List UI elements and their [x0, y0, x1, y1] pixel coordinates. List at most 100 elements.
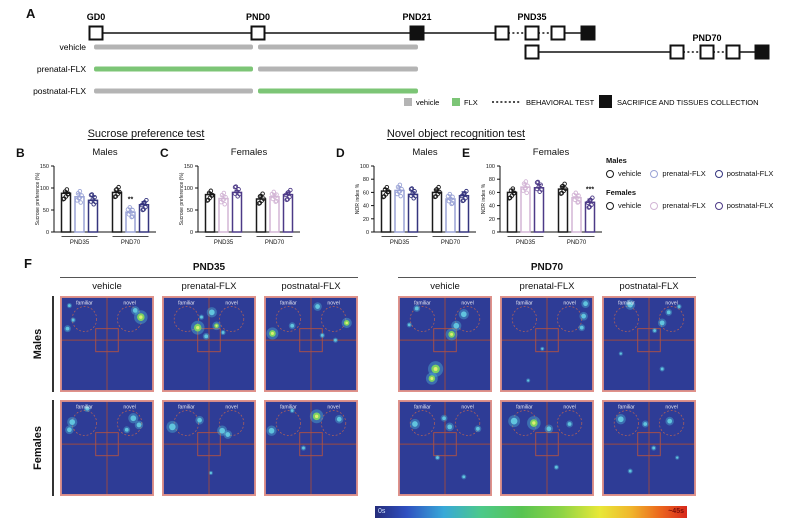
timepoint-square-gd0 [88, 25, 104, 41]
behavior-square [725, 44, 741, 60]
panel-e-title: Females [532, 147, 570, 158]
heatmap-cell: familiar novel [398, 400, 492, 496]
heatmap-cell: familiar novel [602, 296, 696, 392]
circle-marker-icon [606, 169, 614, 178]
panel-c-letter: C [160, 146, 169, 160]
group-line [398, 277, 696, 278]
time-colorbar: 0s ~45s [375, 506, 687, 518]
col-label-vehicle: vehicle [92, 281, 122, 292]
svg-text:60: 60 [363, 190, 369, 196]
svg-text:familiar: familiar [280, 301, 297, 307]
svg-text:150: 150 [184, 164, 193, 170]
heatmap-cell: familiar novel [162, 296, 256, 392]
row-label-prenatal-flx: prenatal-FLX [37, 64, 86, 74]
legend-item-vehicle: vehicle [606, 169, 641, 178]
svg-text:novel: novel [665, 405, 677, 411]
legend-item-postnatal-flx: postnatal-FLX [714, 169, 774, 178]
legend-item-prenatal-flx: prenatal-FLX [650, 201, 706, 210]
panel-e-letter: E [462, 146, 471, 160]
svg-text:familiar: familiar [76, 301, 93, 307]
svg-text:Sucrose preference (%): Sucrose preference (%) [35, 172, 41, 225]
svg-text:familiar: familiar [618, 405, 635, 411]
svg-text:familiar: familiar [414, 405, 431, 411]
panel-b-bar-chart: 0 50 100 150 Sucrose preference (%) PND35 ** PN… [35, 164, 156, 246]
svg-text:50: 50 [187, 208, 193, 214]
svg-text:60: 60 [489, 190, 495, 196]
svg-text:80: 80 [489, 177, 495, 183]
legend-item-label: prenatal-FLX [662, 201, 706, 210]
row-label-females: Females [32, 425, 44, 471]
svg-text:novel: novel [225, 405, 237, 411]
svg-text:familiar: familiar [280, 405, 297, 411]
svg-text:0: 0 [190, 230, 193, 236]
panel-e: E Females 0 20 40 60 80 100 NOR index % PND35 **… [460, 146, 612, 262]
svg-text:40: 40 [489, 204, 495, 210]
panel-c-title: Females [230, 147, 268, 158]
legend-vehicle-swatch [404, 98, 412, 106]
svg-text:familiar: familiar [178, 301, 195, 307]
panel-b-title: Males [92, 147, 118, 158]
heatmap-cell: familiar novel [162, 400, 256, 496]
heatmap-cell: familiar novel [264, 296, 358, 392]
behavior-square [524, 44, 540, 60]
legend-males-row: vehicle prenatal-FLX postnatal-FLX [606, 169, 798, 178]
panel-d-letter: D [336, 146, 345, 160]
svg-text:0: 0 [46, 230, 49, 236]
svg-text:**: ** [128, 196, 134, 203]
svg-text:100: 100 [40, 186, 49, 192]
svg-text:Sucrose preference (%): Sucrose preference (%) [179, 172, 185, 225]
row-bracket [52, 400, 54, 496]
svg-text:novel: novel [123, 301, 135, 307]
col-label-prenatal-flx: prenatal-FLX [181, 281, 237, 292]
heatmap-cell: familiar novel [500, 296, 594, 392]
row-label-postnatal-flx: postnatal-FLX [33, 86, 86, 96]
sucrose-section-title: Sucrose preference test [87, 128, 205, 140]
legend-females-title: Females [606, 188, 637, 197]
colorbar-min-label: 0s [378, 508, 386, 515]
svg-text:40: 40 [363, 204, 369, 210]
col-label-vehicle: vehicle [430, 281, 460, 292]
svg-text:100: 100 [486, 164, 495, 170]
legend-flx-swatch [452, 98, 460, 106]
svg-text:PND35: PND35 [70, 240, 90, 246]
behavior-square [550, 25, 566, 41]
svg-text:novel: novel [461, 301, 473, 307]
heatmap-cell: familiar novel [602, 400, 696, 496]
group-legend: Males vehicle prenatal-FLX postnatal-FLX… [606, 156, 798, 220]
svg-text:novel: novel [563, 405, 575, 411]
svg-text:novel: novel [563, 301, 575, 307]
svg-text:20: 20 [363, 217, 369, 223]
behavior-square-pnd70 [699, 44, 715, 60]
colorbar-max-label: ~45s [668, 508, 684, 515]
circle-marker-icon [650, 201, 659, 210]
legend-vehicle-label: vehicle [416, 98, 439, 107]
svg-text:novel: novel [665, 301, 677, 307]
svg-text:PND70: PND70 [567, 240, 587, 246]
legend-flx-label: FLX [464, 98, 478, 107]
svg-text:familiar: familiar [178, 405, 195, 411]
heatmap-cell: familiar novel [60, 296, 154, 392]
circle-marker-icon [714, 201, 723, 210]
legend-sacrifice-label: SACRIFICE AND TISSUES COLLECTION [617, 98, 759, 107]
row-label-vehicle: vehicle [60, 42, 87, 52]
svg-text:20: 20 [489, 217, 495, 223]
svg-text:100: 100 [184, 186, 193, 192]
behavior-square [669, 44, 685, 60]
svg-text:PND35: PND35 [214, 240, 234, 246]
svg-text:***: *** [586, 186, 594, 193]
milestone-pnd0: PND0 [246, 12, 270, 22]
svg-text:familiar: familiar [618, 301, 635, 307]
legend-item-prenatal-flx: prenatal-FLX [650, 169, 706, 178]
timeline-diagram: GD0 PND0 PND21 PND35 PND70 vehicle prena… [33, 12, 770, 108]
group-title-pnd35: PND35 [192, 262, 226, 273]
nor-section-title: Novel object recognition test [386, 128, 526, 140]
legend-item-label: postnatal-FLX [726, 169, 774, 178]
svg-text:familiar: familiar [414, 301, 431, 307]
milestone-gd0: GD0 [87, 12, 106, 22]
svg-text:0: 0 [366, 230, 369, 236]
panel-e-bar-chart: 0 20 40 60 80 100 NOR index % PND35 *** PND70 [481, 164, 602, 246]
svg-text:novel: novel [225, 301, 237, 307]
legend-item-label: prenatal-FLX [662, 169, 706, 178]
milestone-pnd70: PND70 [692, 33, 721, 43]
